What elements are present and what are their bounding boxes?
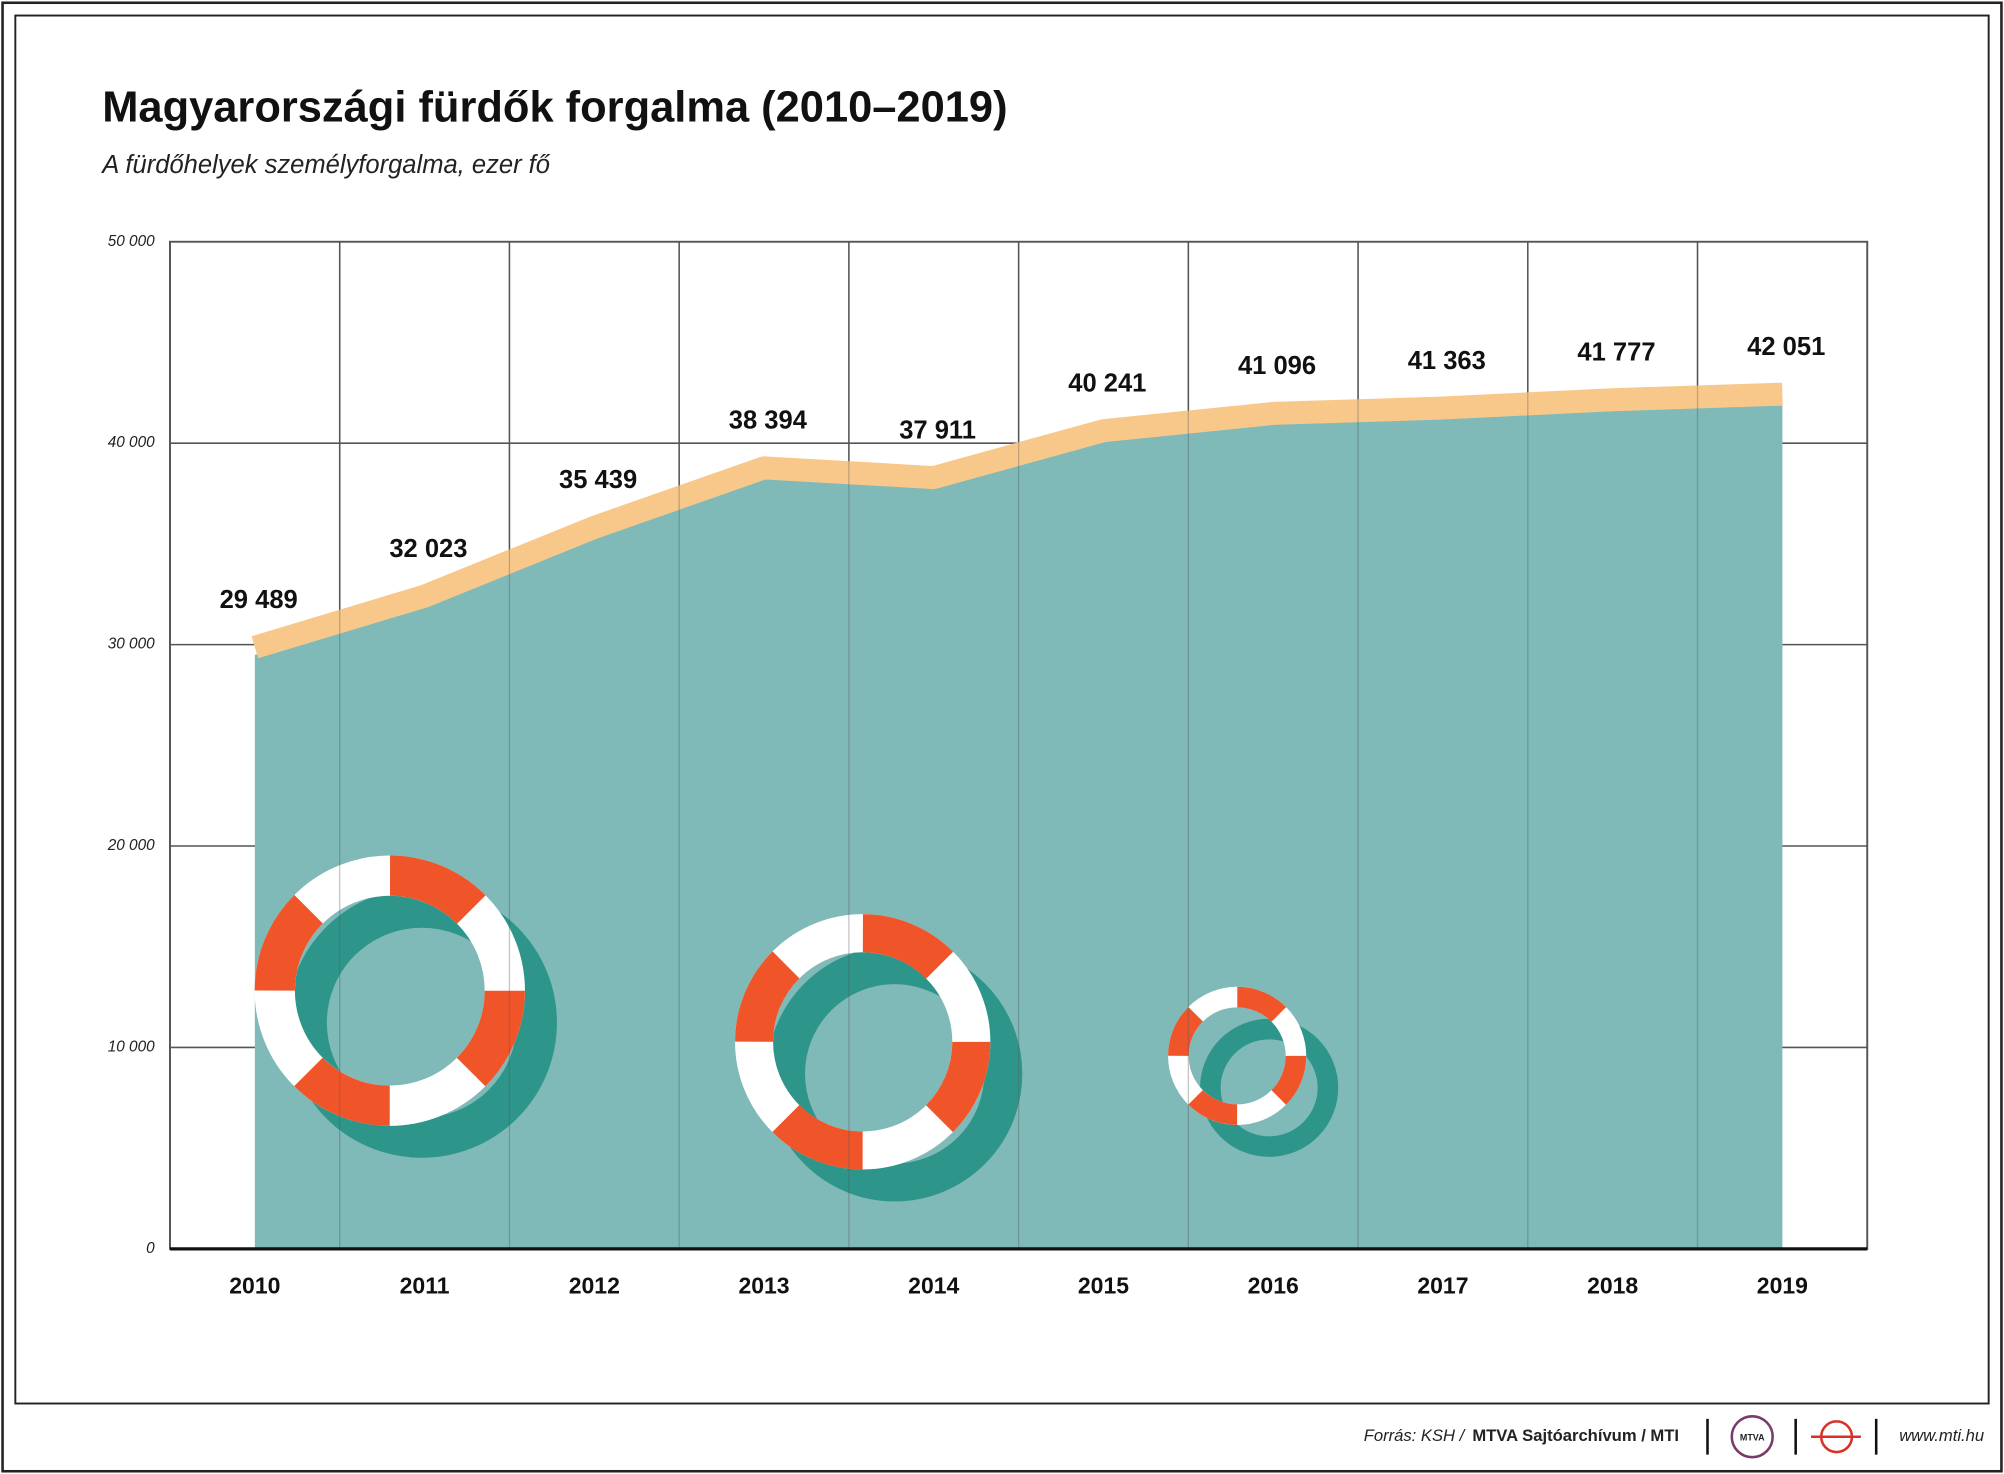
- ring-stripes: [254, 855, 525, 1126]
- data-label: 29 489: [220, 586, 298, 614]
- x-tick-label: 2010: [229, 1272, 280, 1298]
- y-tick-label: 40 000: [108, 434, 155, 451]
- ring: [1168, 986, 1307, 1125]
- y-tick-label: 50 000: [108, 233, 155, 250]
- logo-text: MTVA: [1740, 1432, 1765, 1442]
- x-tick-label: 2012: [569, 1272, 620, 1298]
- ring-shadow: [1200, 1018, 1339, 1157]
- chart-title: Magyarországi fürdők forgalma (2010–2019…: [102, 84, 1007, 132]
- logo: [1730, 1415, 1774, 1459]
- y-tick-label: 0: [146, 1240, 155, 1257]
- x-tick-label: 2016: [1248, 1272, 1299, 1298]
- ring-shadow: [286, 887, 557, 1158]
- area-top: [251, 382, 1783, 659]
- y-tick-label: 20 000: [107, 837, 155, 854]
- y-tick-label: 30 000: [108, 636, 155, 653]
- source-prefix: Forrás: KSH /: [1364, 1426, 1467, 1445]
- data-label: 41 363: [1408, 347, 1486, 375]
- ring-stripes: [735, 914, 991, 1170]
- plot: 29 489 32 023 35 439 38 394 37 911 40 241 41 0…: [107, 233, 1869, 1298]
- x-tick-label: 2015: [1078, 1272, 1129, 1298]
- data-label: 42 051: [1747, 333, 1825, 361]
- data-label: 32 023: [389, 535, 467, 563]
- chart-subtitle: A fürdőhelyek személyforgalma, ezer fő: [100, 151, 551, 179]
- x-tick-label: 2019: [1757, 1272, 1808, 1298]
- x-tick-label: 2011: [400, 1272, 450, 1298]
- x-tick-label: 2018: [1587, 1272, 1638, 1298]
- data-label: 41 777: [1577, 338, 1655, 366]
- area: [254, 401, 1783, 1249]
- data-label: 38 394: [729, 407, 808, 435]
- x-tick-label: 2013: [738, 1272, 789, 1298]
- data-label: 41 096: [1238, 352, 1316, 380]
- x-tick-label: 2014: [908, 1272, 959, 1298]
- y-tick-label: 10 000: [108, 1038, 155, 1055]
- data-label: 40 241: [1068, 369, 1146, 397]
- data-label: 37 911: [899, 416, 976, 444]
- inner-frame: [14, 14, 1990, 1405]
- footer: Forrás: KSH / MTVA Sajtóarchívum / MTI M…: [1364, 1415, 1984, 1459]
- source-org: MTVA Sajtóarchívum / MTI: [1472, 1426, 1679, 1445]
- website: www.mti.hu: [1899, 1426, 1984, 1445]
- ring-shadow: [766, 946, 1023, 1202]
- x-tick-label: 2017: [1417, 1272, 1468, 1298]
- data-label: 35 439: [559, 466, 637, 494]
